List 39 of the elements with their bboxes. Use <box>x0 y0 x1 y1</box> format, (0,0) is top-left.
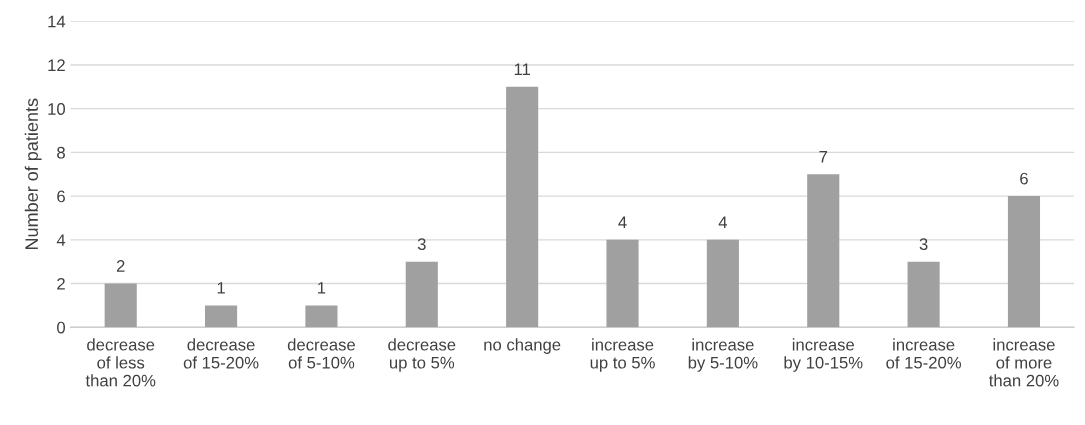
data-label: 3 <box>417 238 426 251</box>
x-tick-label: increase by 10-15% <box>784 338 863 372</box>
x-tick-label: decrease of 15-20% <box>183 338 259 369</box>
x-tick-label: increase up to 5% <box>590 338 655 372</box>
y-tick-label: 8 <box>57 146 65 159</box>
data-label: 1 <box>318 282 326 294</box>
bar <box>706 239 739 328</box>
y-tick-label: 14 <box>48 15 66 28</box>
data-label: 4 <box>618 216 627 229</box>
x-tick-label: increase of more than 20% <box>989 338 1059 387</box>
data-label: 4 <box>718 216 728 229</box>
x-tick-label: decrease of 5-10% <box>287 338 355 369</box>
bar <box>506 86 539 328</box>
y-tick-label: 12 <box>48 59 65 71</box>
x-tick-label: decrease of less than 20% <box>85 338 156 387</box>
x-tick-label: increase of 15-20% <box>886 338 961 369</box>
data-label: 2 <box>116 260 125 272</box>
bar <box>907 261 940 328</box>
bar <box>205 305 238 328</box>
x-tick-label: increase by 5-10% <box>688 338 758 372</box>
y-tick-label: 4 <box>56 234 66 246</box>
data-label: 7 <box>819 150 828 163</box>
y-tick-label: 6 <box>57 190 65 203</box>
data-label: 1 <box>217 282 225 294</box>
x-tick-label: no change <box>484 338 561 354</box>
bar <box>405 261 438 328</box>
y-tick-label: 10 <box>48 103 66 115</box>
y-tick-label: 2 <box>57 277 65 290</box>
bar <box>1007 196 1041 328</box>
data-label: 6 <box>1020 172 1028 185</box>
bar <box>807 174 840 328</box>
data-label: 3 <box>919 238 928 251</box>
bar <box>606 239 639 328</box>
y-axis-title: Number of patients <box>24 98 42 250</box>
x-tick-label: decrease up to 5% <box>388 338 456 372</box>
bar <box>104 283 137 328</box>
data-label: 11 <box>514 63 530 76</box>
bar <box>305 305 338 328</box>
y-tick-label: 0 <box>57 321 66 334</box>
